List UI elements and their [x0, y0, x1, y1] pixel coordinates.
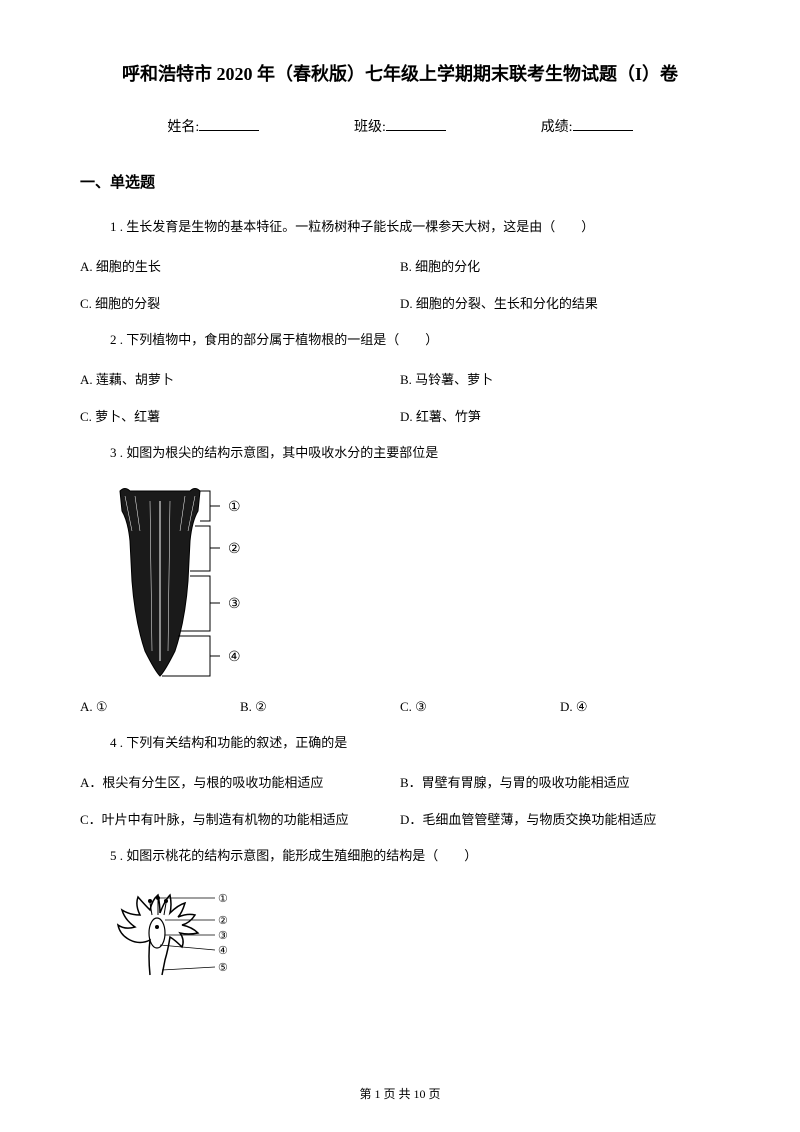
- name-field: 姓名:: [167, 116, 259, 136]
- flower-figure: ① ② ③ ④ ⑤: [110, 885, 260, 985]
- svg-text:⑤: ⑤: [218, 962, 228, 974]
- q3-c: C. ③: [400, 699, 560, 715]
- exam-title: 呼和浩特市 2020 年（春秋版）七年级上学期期末联考生物试题（I）卷: [80, 60, 720, 86]
- svg-text:④: ④: [218, 945, 228, 957]
- q2-c: C. 萝卜、红薯: [80, 406, 400, 425]
- q2-a: A. 莲藕、胡萝卜: [80, 369, 400, 388]
- name-label: 姓名:: [167, 116, 199, 136]
- q3-b: B. ②: [240, 699, 400, 715]
- class-underline: [386, 117, 446, 131]
- q4-options-1: A．根尖有分生区，与根的吸收功能相适应 B．胃壁有胃腺，与胃的吸收功能相适应: [80, 772, 720, 791]
- score-underline: [573, 117, 633, 131]
- label-1: ①: [228, 500, 241, 515]
- q2-text: 2 . 下列植物中，食用的部分属于植物根的一组是（ ）: [80, 330, 720, 351]
- class-label: 班级:: [354, 116, 386, 136]
- label-4: ④: [228, 650, 241, 665]
- q4-d: D．毛细血管管壁薄，与物质交换功能相适应: [400, 809, 720, 828]
- q1-d: D. 细胞的分裂、生长和分化的结果: [400, 293, 720, 312]
- score-label: 成绩:: [541, 116, 573, 136]
- q5-text: 5 . 如图示桃花的结构示意图，能形成生殖细胞的结构是（ ）: [80, 846, 720, 867]
- q3-text: 3 . 如图为根尖的结构示意图，其中吸收水分的主要部位是: [80, 443, 720, 464]
- q1-text: 1 . 生长发育是生物的基本特征。一粒杨树种子能长成一棵参天大树，这是由（ ）: [80, 217, 720, 238]
- section-header: 一、单选题: [80, 171, 720, 192]
- q1-a: A. 细胞的生长: [80, 256, 400, 275]
- q4-text: 4 . 下列有关结构和功能的叙述，正确的是: [80, 733, 720, 754]
- svg-text:②: ②: [218, 915, 228, 927]
- q4-c: C．叶片中有叶脉，与制造有机物的功能相适应: [80, 809, 400, 828]
- q4-b: B．胃壁有胃腺，与胃的吸收功能相适应: [400, 772, 720, 791]
- name-underline: [199, 117, 259, 131]
- page-footer: 第 1 页 共 10 页: [0, 1085, 800, 1102]
- label-3: ③: [228, 597, 241, 612]
- svg-text:①: ①: [218, 893, 228, 905]
- q1-c: C. 细胞的分裂: [80, 293, 400, 312]
- q4-options-2: C．叶片中有叶脉，与制造有机物的功能相适应 D．毛细血管管壁薄，与物质交换功能相…: [80, 809, 720, 828]
- q1-b: B. 细胞的分化: [400, 256, 720, 275]
- q4-a: A．根尖有分生区，与根的吸收功能相适应: [80, 772, 400, 791]
- q2-options-2: C. 萝卜、红薯 D. 红薯、竹笋: [80, 406, 720, 425]
- q1-options-2: C. 细胞的分裂 D. 细胞的分裂、生长和分化的结果: [80, 293, 720, 312]
- root-tip-figure: ① ② ③ ④: [110, 481, 270, 681]
- score-field: 成绩:: [541, 116, 633, 136]
- q2-b: B. 马铃薯、萝卜: [400, 369, 720, 388]
- label-2: ②: [228, 542, 241, 557]
- q2-d: D. 红薯、竹笋: [400, 406, 720, 425]
- svg-text:③: ③: [218, 930, 228, 942]
- class-field: 班级:: [354, 116, 446, 136]
- q3-options: A. ① B. ② C. ③ D. ④: [80, 699, 720, 715]
- info-row: 姓名: 班级: 成绩:: [80, 116, 720, 136]
- q3-d: D. ④: [560, 699, 720, 715]
- q1-options-1: A. 细胞的生长 B. 细胞的分化: [80, 256, 720, 275]
- q2-options-1: A. 莲藕、胡萝卜 B. 马铃薯、萝卜: [80, 369, 720, 388]
- q3-a: A. ①: [80, 699, 240, 715]
